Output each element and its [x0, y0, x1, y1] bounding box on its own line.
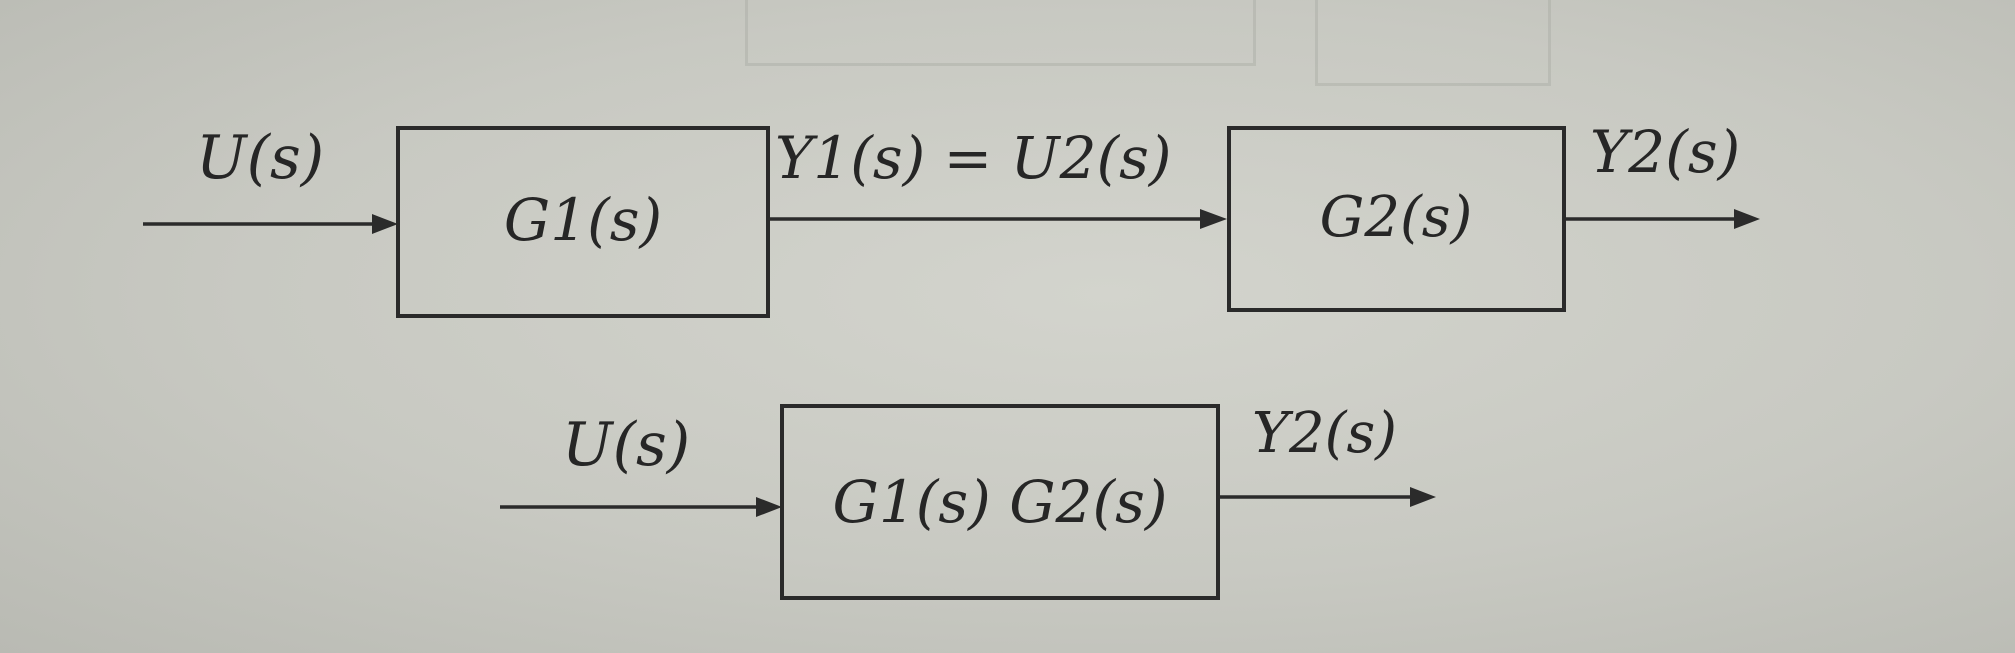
output-arrow-top — [1564, 209, 1760, 229]
block-g1-label: G1(s) — [504, 186, 662, 254]
equivalent-connection: U(s) G1(s) G2(s) Y2(s) — [500, 401, 1436, 600]
bleed-through-box — [1315, 0, 1551, 86]
block-g2-label: G2(s) — [1320, 185, 1473, 250]
bleed-through-box — [745, 0, 1256, 66]
intermediate-label: Y1(s) = U2(s) — [775, 124, 1171, 192]
input-arrow-bottom — [500, 497, 782, 517]
output-label-bottom: Y2(s) — [1252, 401, 1397, 466]
series-connection: U(s) G1(s) Y1(s) = U2(s) G2(s) Y2(s) — [143, 118, 1760, 318]
block-g1g2 — [780, 404, 1220, 600]
input-label-bottom: U(s) — [562, 410, 690, 480]
output-label-top: Y2(s) — [1590, 118, 1740, 186]
output-arrow-bottom — [1218, 487, 1436, 507]
block-g1g2-label: G1(s) G2(s) — [833, 468, 1168, 536]
intermediate-arrow — [768, 209, 1227, 229]
input-arrow-top — [143, 214, 398, 234]
input-label-top: U(s) — [196, 123, 324, 193]
block-g1 — [396, 126, 770, 318]
